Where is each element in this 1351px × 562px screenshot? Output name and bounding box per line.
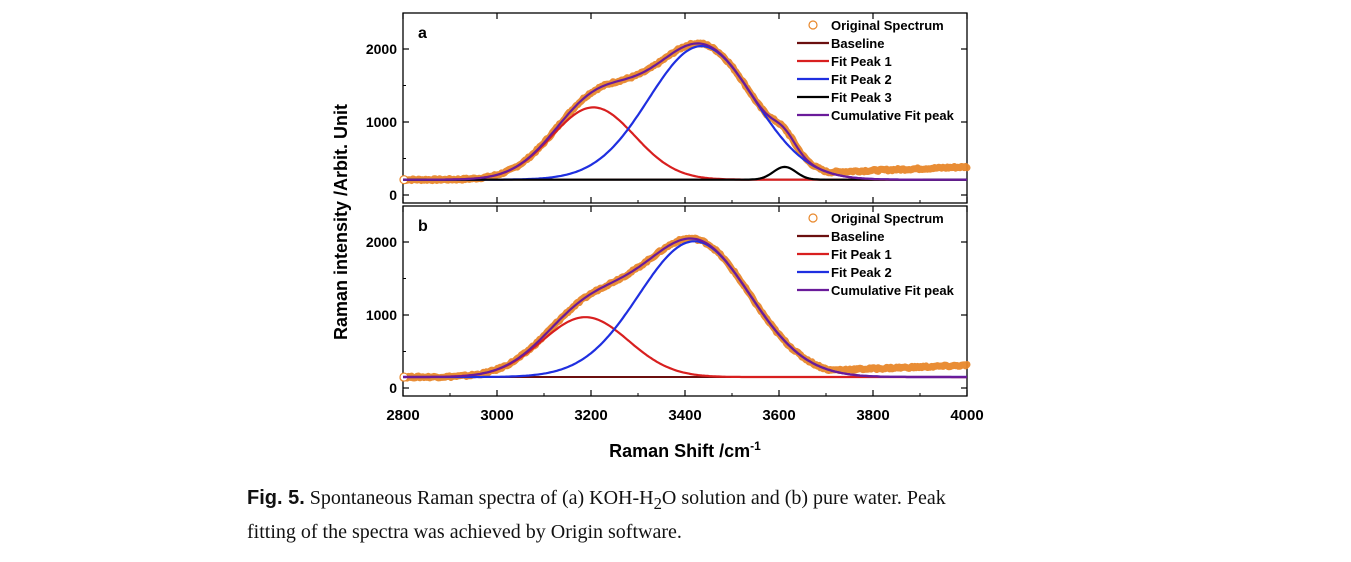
- raman-figure: 0 1000 2000 a Original Spectrum Baseline Fit P…: [331, 12, 984, 461]
- legend-label: Fit Peak 1: [831, 54, 892, 69]
- legend-label: Original Spectrum: [831, 18, 944, 33]
- y-axis-label: Raman intensity /Arbit. Unit: [331, 104, 351, 340]
- legend-label: Baseline: [831, 229, 884, 244]
- caption-text-2: fitting of the spectra was achieved by O…: [247, 521, 682, 543]
- legend-label: Original Spectrum: [831, 211, 944, 226]
- panel-b: 0 1000 2000 b Original Spectrum Baseline Fit P…: [366, 205, 971, 397]
- figure-caption: Fig. 5. Spontaneous Raman spectra of (a)…: [247, 484, 1107, 547]
- x-tick-label: 4000: [950, 407, 983, 424]
- panel-label: b: [418, 218, 428, 235]
- caption-subscript: 2: [653, 494, 662, 513]
- legend-marker: [808, 20, 818, 30]
- legend-label: Fit Peak 2: [831, 72, 892, 87]
- legend-label: Cumulative Fit peak: [831, 283, 955, 298]
- legend-label: Fit Peak 2: [831, 265, 892, 280]
- shared-axes: 2800 3000 3200 3400 3600 3800 4000 Raman Shift …: [331, 104, 984, 461]
- x-axis-label: Raman Shift /cm-1: [609, 439, 761, 461]
- cumulative-fit-line: [403, 237, 967, 379]
- x-tick-label: 2800: [386, 407, 419, 424]
- x-tick-label: 3200: [574, 407, 607, 424]
- x-tick-label: 3600: [762, 407, 795, 424]
- x-axis-label-superscript: -1: [750, 439, 761, 453]
- y-tick-label: 0: [389, 380, 397, 396]
- legend-marker: [808, 213, 818, 223]
- legend-label: Fit Peak 3: [831, 90, 892, 105]
- legend-label: Baseline: [831, 36, 884, 51]
- y-tick-label: 1000: [366, 114, 397, 130]
- legend-label: Fit Peak 1: [831, 247, 892, 262]
- caption-text-1-rest: O solution and (b) pure water. Peak: [661, 487, 946, 509]
- y-tick-label: 2000: [366, 234, 397, 250]
- x-tick-label: 3000: [480, 407, 513, 424]
- x-tick-label: 3800: [856, 407, 889, 424]
- y-tick-label: 0: [389, 187, 397, 203]
- caption-text-1: Spontaneous Raman spectra of (a) KOH-H: [309, 487, 654, 509]
- x-tick-label: 3400: [668, 407, 701, 424]
- y-tick-label: 1000: [366, 307, 397, 323]
- y-tick-label: 2000: [366, 41, 397, 57]
- panel-label: a: [418, 25, 427, 42]
- cumulative-fit-line: [403, 42, 967, 181]
- caption-label: Fig. 5.: [247, 487, 305, 509]
- panel-a: 0 1000 2000 a Original Spectrum Baseline Fit P…: [366, 12, 971, 204]
- legend-label: Cumulative Fit peak: [831, 108, 955, 123]
